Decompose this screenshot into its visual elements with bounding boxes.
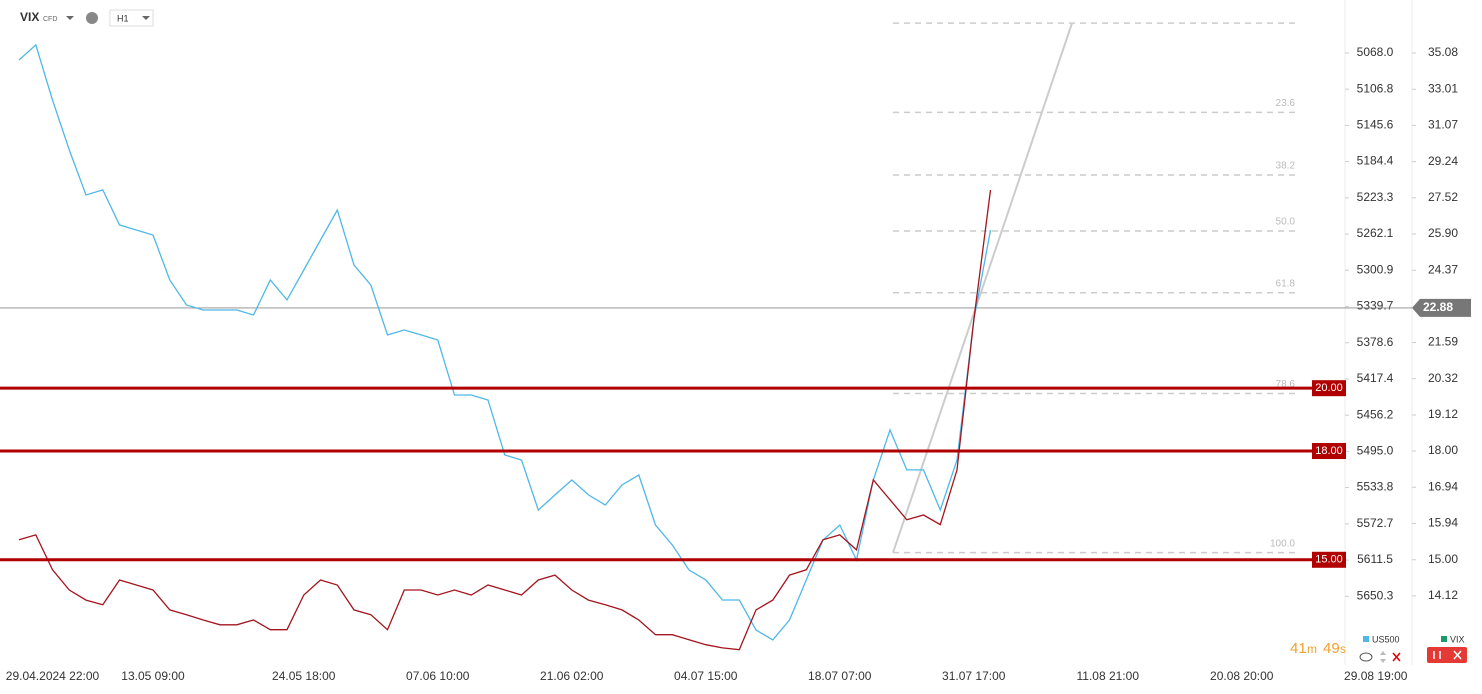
y-tick-label: 5223.3 [1357,190,1394,204]
countdown-seconds: 49 [1323,640,1340,657]
y2-tick-label: 35.08 [1428,45,1458,59]
fib-label: 78.6 [1276,379,1296,390]
timeframe-select[interactable] [109,9,154,27]
x-tick-label: 24.05 18:00 [272,669,336,683]
level-label: 15.00 [1315,554,1343,566]
legend-swatch [1363,636,1369,642]
x-tick-label: 07.06 10:00 [406,669,470,683]
current-price-label: 22.88 [1423,300,1453,314]
x-tick-label: 29.08 19:00 [1344,669,1408,683]
y-tick-label: 5495.0 [1357,444,1394,458]
y2-tick-label: 33.01 [1428,81,1458,95]
eye-icon[interactable] [1359,652,1373,662]
legend-label: VIX [1450,634,1465,644]
x-tick-label: 11.08 21:00 [1076,669,1139,683]
y-tick-label: 5106.8 [1357,81,1394,95]
timeframe: H1 [117,13,129,23]
y2-tick-label: 29.24 [1428,154,1458,168]
symbol-type: CFD [43,16,57,23]
y-tick-label: 5145.6 [1357,118,1394,132]
fib-trend [892,22,1073,553]
x-tick-label: 20.08 20:00 [1210,669,1274,683]
current-price-box [1412,298,1471,317]
legend-label: US500 [1372,634,1400,644]
fib-label: 38.2 [1276,161,1296,172]
fib-label: 23.6 [1276,98,1296,109]
candle-icon [1433,651,1441,659]
y2-tick-label: 14.12 [1428,588,1458,602]
y-tick-label: 5417.4 [1357,371,1394,385]
y2-tick-label: 24.37 [1428,262,1458,276]
countdown-minutes: 41 [1290,640,1307,657]
series-line [18,43,992,641]
fib-label: 50.0 [1276,217,1296,228]
x-tick-label: 13.05 09:00 [121,669,185,683]
y-tick-label: 5650.3 [1357,588,1394,602]
symbol: VIX [20,10,39,24]
series-line [18,189,992,651]
y-tick-label: 5533.8 [1357,480,1394,494]
level-box [1312,380,1346,397]
y2-tick-label: 27.52 [1428,190,1458,204]
x-tick-label: 31.07 17:00 [942,669,1006,683]
y2-tick-label: 15.00 [1428,552,1458,566]
y2-tick-label: 18.00 [1428,443,1458,457]
y-tick-label: 5300.9 [1357,262,1394,276]
header: VIX CFD H1 [20,9,154,27]
level-label: 18.00 [1315,445,1343,457]
level-label: 20.00 [1315,382,1343,394]
y-tick-label: 5184.4 [1357,154,1394,168]
x-tick-label: 18.07 07:00 [808,669,872,683]
y2-tick-label: 25.90 [1428,226,1458,240]
fib-label: 100.0 [1270,538,1295,549]
symbol-dropdown[interactable] [66,16,74,20]
y2-tick-label: 19.12 [1428,407,1458,421]
y2-tick-label: 31.07 [1428,118,1458,132]
y-tick-label: 5068.0 [1357,45,1394,59]
legend-swatch [1441,636,1447,642]
y-tick-label: 5611.5 [1357,552,1393,566]
close-icon[interactable] [1453,650,1462,660]
y-tick-label: 5456.2 [1357,407,1394,421]
countdown: 41 m 49 s [1290,640,1346,657]
level-box [1312,551,1346,568]
level-box [1312,443,1346,460]
close-icon[interactable] [1392,652,1401,662]
y2-tick-label: 15.94 [1428,516,1458,530]
vix-controls[interactable] [1427,647,1467,663]
legend-controls [1359,647,1467,663]
countdown-unit: m [1307,642,1317,656]
y-tick-label: 5339.7 [1357,299,1394,313]
y-tick-label: 5572.7 [1357,516,1394,530]
countdown-unit: s [1340,642,1346,656]
x-tick-label: 04.07 15:00 [674,669,738,683]
move-icon[interactable] [1380,651,1386,663]
timeframe-arrow [142,16,150,20]
y2-tick-label: 20.32 [1428,371,1458,385]
y2-tick-label: 16.94 [1428,479,1458,493]
y-tick-label: 5262.1 [1357,226,1394,240]
fib-label: 61.8 [1276,278,1296,289]
x-tick-label: 29.04.2024 22:00 [6,669,100,683]
y2-tick-label: 21.59 [1428,335,1458,349]
info-icon[interactable] [86,12,98,24]
y-tick-label: 5378.6 [1357,335,1394,349]
x-tick-label: 21.06 02:00 [540,669,604,683]
